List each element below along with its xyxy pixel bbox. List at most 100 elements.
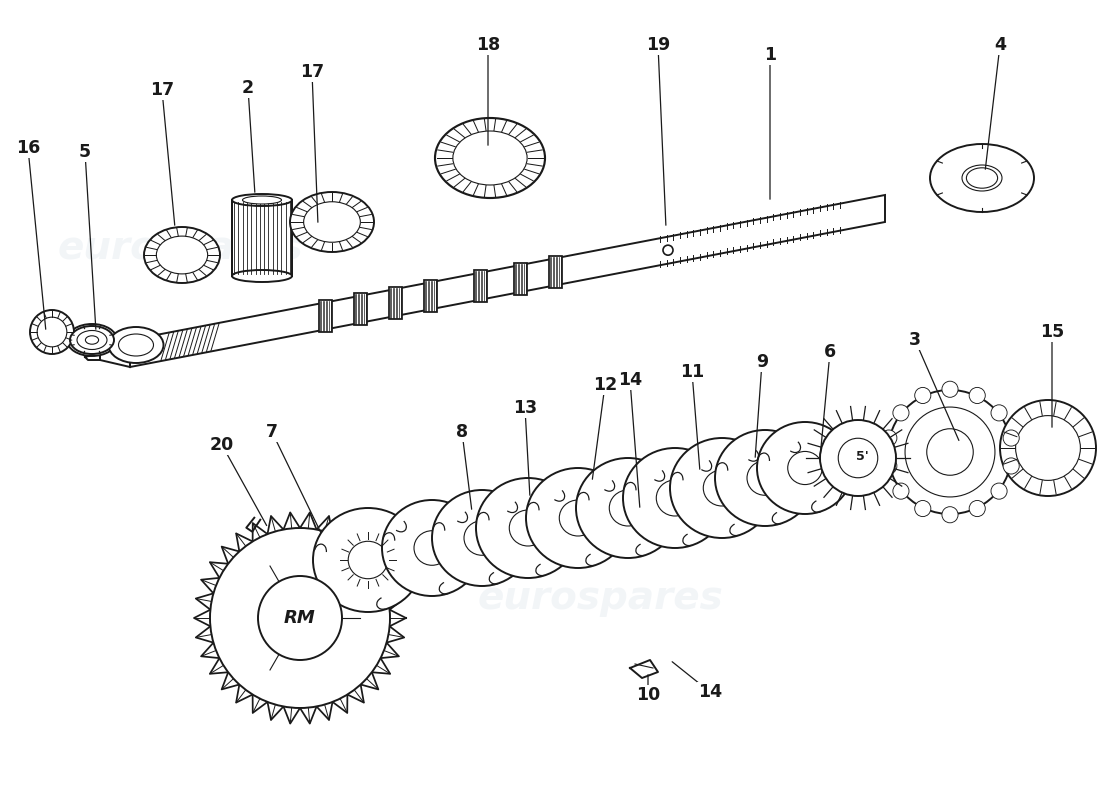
Text: 5': 5' xyxy=(856,450,868,462)
Ellipse shape xyxy=(1000,400,1096,496)
Text: eurospares: eurospares xyxy=(57,229,303,267)
Ellipse shape xyxy=(715,430,815,526)
Ellipse shape xyxy=(476,478,580,578)
Text: 17: 17 xyxy=(300,63,324,81)
Ellipse shape xyxy=(156,236,208,274)
Ellipse shape xyxy=(232,194,292,206)
Polygon shape xyxy=(549,256,561,288)
Ellipse shape xyxy=(37,317,67,347)
Text: 8: 8 xyxy=(455,423,469,441)
Ellipse shape xyxy=(946,154,1018,202)
Polygon shape xyxy=(130,195,886,367)
Text: 17: 17 xyxy=(150,81,174,99)
Polygon shape xyxy=(473,270,486,302)
Circle shape xyxy=(1003,430,1020,446)
Polygon shape xyxy=(514,262,527,294)
Text: 6: 6 xyxy=(824,343,836,361)
Circle shape xyxy=(820,420,896,496)
Circle shape xyxy=(893,483,909,499)
Polygon shape xyxy=(100,340,130,367)
Text: 1: 1 xyxy=(763,46,777,64)
Ellipse shape xyxy=(349,542,388,578)
Circle shape xyxy=(893,405,909,421)
Ellipse shape xyxy=(609,490,647,526)
Ellipse shape xyxy=(119,334,154,356)
Ellipse shape xyxy=(967,168,998,188)
Polygon shape xyxy=(353,294,366,326)
Ellipse shape xyxy=(464,521,500,555)
Text: 5: 5 xyxy=(79,143,91,161)
Text: 18: 18 xyxy=(476,36,501,54)
Ellipse shape xyxy=(67,324,117,356)
Polygon shape xyxy=(319,300,331,332)
Ellipse shape xyxy=(623,448,727,548)
Circle shape xyxy=(881,430,896,446)
Text: 10: 10 xyxy=(636,686,660,704)
Ellipse shape xyxy=(77,330,107,350)
Ellipse shape xyxy=(304,202,361,242)
Bar xyxy=(232,200,292,276)
Ellipse shape xyxy=(382,500,482,596)
Ellipse shape xyxy=(657,480,694,516)
Circle shape xyxy=(915,387,931,403)
Text: 7: 7 xyxy=(266,423,278,441)
Ellipse shape xyxy=(670,438,774,538)
Ellipse shape xyxy=(926,429,974,475)
Circle shape xyxy=(915,501,931,517)
Ellipse shape xyxy=(434,118,544,198)
Ellipse shape xyxy=(559,500,596,536)
Circle shape xyxy=(942,381,958,398)
Circle shape xyxy=(838,438,878,478)
Circle shape xyxy=(942,506,958,523)
Polygon shape xyxy=(424,280,437,312)
Ellipse shape xyxy=(109,327,164,363)
Text: eurospares: eurospares xyxy=(477,579,723,617)
Text: 13: 13 xyxy=(513,399,537,417)
Text: 9: 9 xyxy=(756,353,768,371)
Ellipse shape xyxy=(242,196,282,204)
Ellipse shape xyxy=(703,470,740,506)
Text: 11: 11 xyxy=(680,363,704,381)
Ellipse shape xyxy=(930,144,1034,212)
Ellipse shape xyxy=(453,131,527,185)
Ellipse shape xyxy=(526,468,630,568)
Ellipse shape xyxy=(432,490,532,586)
Text: 14: 14 xyxy=(618,371,642,389)
Text: 16: 16 xyxy=(15,139,40,157)
Ellipse shape xyxy=(576,458,680,558)
Ellipse shape xyxy=(70,326,114,354)
Text: 3: 3 xyxy=(909,331,921,349)
Ellipse shape xyxy=(747,461,783,495)
Circle shape xyxy=(969,387,986,403)
Text: 4: 4 xyxy=(994,36,1006,54)
Ellipse shape xyxy=(414,530,450,566)
Ellipse shape xyxy=(86,336,99,344)
Ellipse shape xyxy=(962,165,1002,191)
Text: 15: 15 xyxy=(1040,323,1064,341)
Text: RM: RM xyxy=(284,609,316,627)
Polygon shape xyxy=(388,286,401,318)
Ellipse shape xyxy=(905,407,996,497)
Ellipse shape xyxy=(757,422,852,514)
Circle shape xyxy=(210,528,390,708)
Circle shape xyxy=(663,245,673,255)
Ellipse shape xyxy=(509,510,547,546)
Text: 12: 12 xyxy=(593,376,617,394)
Circle shape xyxy=(881,458,896,474)
Text: 2: 2 xyxy=(242,79,254,97)
Text: 19: 19 xyxy=(646,36,670,54)
Ellipse shape xyxy=(888,390,1012,514)
Text: 14: 14 xyxy=(697,683,722,701)
Text: 20: 20 xyxy=(210,436,234,454)
Ellipse shape xyxy=(290,192,374,252)
Ellipse shape xyxy=(788,451,823,485)
Ellipse shape xyxy=(1015,416,1080,480)
Ellipse shape xyxy=(314,508,424,612)
Circle shape xyxy=(258,576,342,660)
Circle shape xyxy=(969,501,986,517)
Ellipse shape xyxy=(232,270,292,282)
Circle shape xyxy=(1003,458,1020,474)
Circle shape xyxy=(991,405,1008,421)
Ellipse shape xyxy=(30,310,74,354)
Ellipse shape xyxy=(144,227,220,283)
